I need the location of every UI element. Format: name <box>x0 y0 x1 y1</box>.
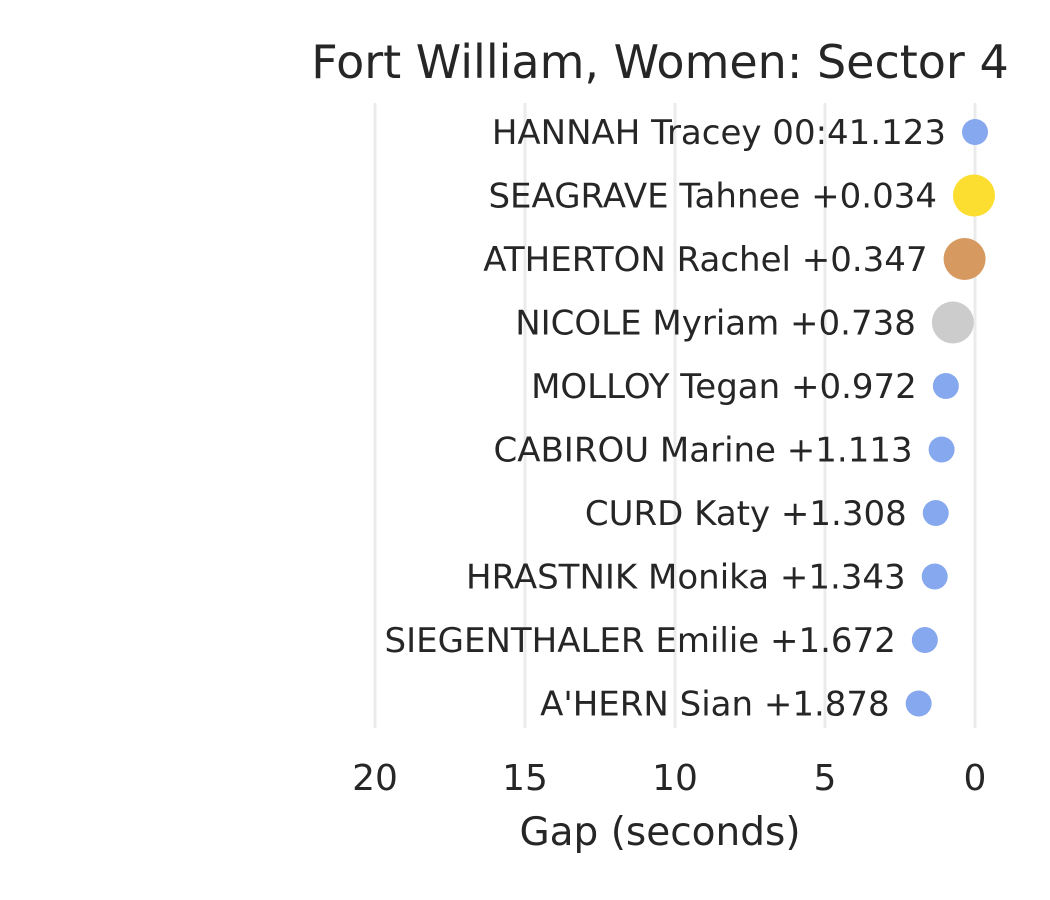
x-axis-ticks: 20 15 10 5 0 <box>352 758 986 799</box>
data-point-rank-3 <box>943 238 986 280</box>
rider-label-rank-1: HANNAH Tracey 00:41.123 <box>492 113 946 153</box>
data-point-rank-8 <box>921 563 948 590</box>
data-point-rank-5 <box>932 373 959 399</box>
data-point-rank-9 <box>911 627 938 653</box>
x-tick-label: 20 <box>352 758 398 799</box>
rider-label-rank-10: A'HERN Sian +1.878 <box>540 685 890 725</box>
data-point-rank-1 <box>962 119 988 145</box>
rider-label-rank-5: MOLLOY Tegan +0.972 <box>531 367 917 407</box>
rider-label-rank-6: CABIROU Marine +1.113 <box>493 431 912 471</box>
x-tick-label: 10 <box>652 758 698 799</box>
x-axis-label: Gap (seconds) <box>519 810 800 855</box>
x-tick-label: 0 <box>964 758 987 799</box>
x-tick-label: 15 <box>502 758 548 799</box>
rider-label-rank-2: SEAGRAVE Tahnee +0.034 <box>488 177 937 217</box>
rider-label-rank-4: NICOLE Myriam +0.738 <box>515 304 916 344</box>
x-tick-label: 5 <box>814 758 837 799</box>
rider-labels: HANNAH Tracey 00:41.123 SEAGRAVE Tahnee +… <box>385 113 946 725</box>
rider-label-rank-7: CURD Katy +1.308 <box>585 494 907 534</box>
rider-label-rank-3: ATHERTON Rachel +0.347 <box>483 240 927 280</box>
rider-label-rank-9: SIEGENTHALER Emilie +1.672 <box>385 621 896 661</box>
data-point-rank-4 <box>931 301 974 344</box>
rider-label-rank-8: HRASTNIK Monika +1.343 <box>466 558 906 598</box>
data-point-rank-10 <box>905 690 932 717</box>
data-point-rank-2 <box>952 174 995 217</box>
chart-title: Fort William, Women: Sector 4 <box>311 35 1008 89</box>
data-points <box>905 119 995 717</box>
data-point-rank-6 <box>928 436 955 463</box>
data-point-rank-7 <box>922 500 949 526</box>
